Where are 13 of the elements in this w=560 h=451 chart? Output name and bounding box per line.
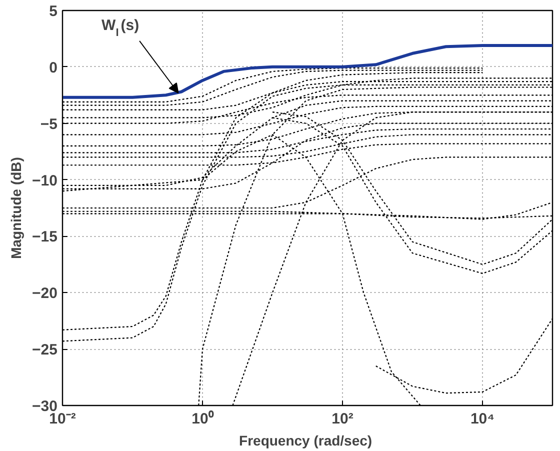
y-tick-label: −10 [32,172,58,190]
x-tick-label: 10⁴ [470,410,495,428]
y-tick-label: −20 [32,285,58,302]
x-tick-label: 10² [332,410,354,428]
x-tick-label: 10⁰ [192,410,214,428]
x-tick-label: 10⁻² [49,410,76,428]
y-axis-title: Magnitude (dB) [8,157,24,259]
y-tick-label: −5 [40,116,58,133]
x-axis-title: Frequency (rad/sec) [239,432,372,448]
y-tick-label: 5 [49,3,58,20]
y-tick-label: −15 [32,228,58,246]
y-tick-label: 0 [49,59,58,76]
y-tick-label: −25 [32,342,58,359]
